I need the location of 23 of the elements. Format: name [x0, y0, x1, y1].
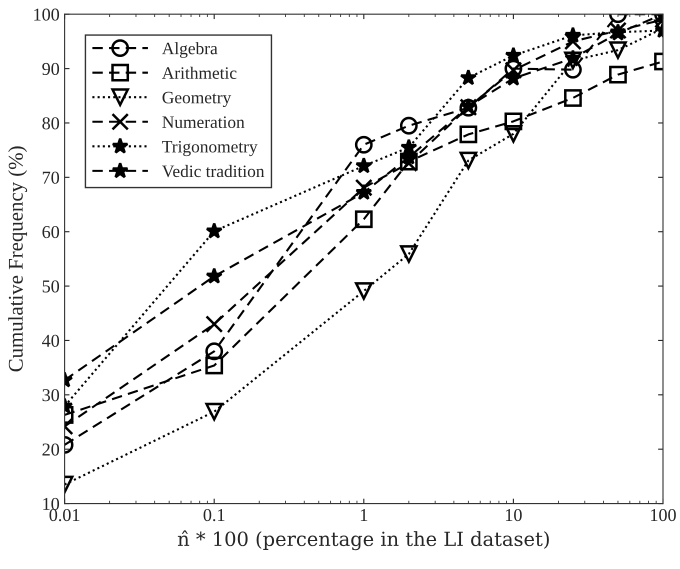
legend-label: Arithmetic — [162, 66, 236, 79]
y-tick-label: 10 — [43, 498, 60, 510]
x-tick-label: 10 — [506, 508, 522, 522]
y-tick-label: 70 — [42, 172, 60, 184]
y-tick-label: 40 — [42, 334, 60, 347]
legend-label: Trigonometry — [162, 140, 258, 156]
legend-label: Vedic tradition — [162, 164, 264, 178]
y-tick-label: 30 — [42, 389, 60, 402]
y-axis-title: Cumulative Frequency (%) — [8, 146, 28, 372]
legend-label: Geometry — [162, 92, 232, 108]
x-tick-label: 0.01 — [49, 508, 80, 522]
y-tick-label: 100 — [34, 8, 60, 21]
y-tick-label: 50 — [42, 280, 60, 293]
x-tick-label: 100 — [651, 508, 676, 522]
legend-label: Numeration — [162, 116, 244, 128]
x-axis-title: n̂ * 100 (percentage in the LI dataset) — [178, 530, 549, 550]
y-tick-label: 60 — [42, 226, 60, 238]
y-tick-label: 90 — [42, 62, 60, 76]
y-tick-label: 20 — [42, 443, 60, 456]
legend-label: Algebra — [162, 42, 218, 58]
y-tick-label: 80 — [42, 117, 60, 130]
x-tick-label: 0.1 — [204, 508, 224, 522]
x-tick-label: 1 — [360, 509, 368, 521]
